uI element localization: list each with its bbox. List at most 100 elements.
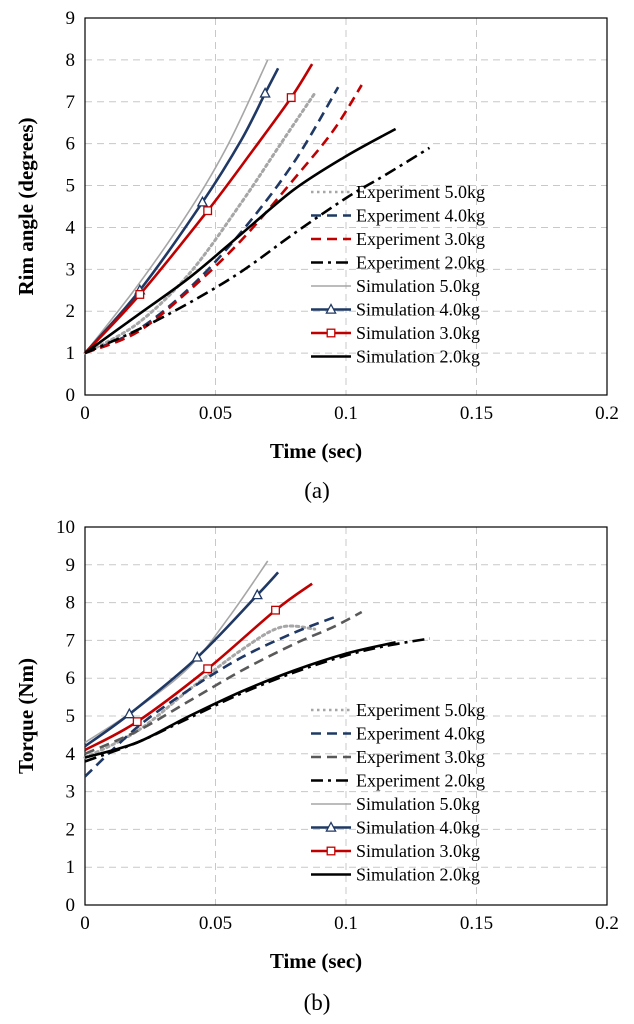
data-point-simulation-3-0kg [203, 664, 213, 674]
series-simulation-4-0kg [84, 67, 280, 354]
legend-item: Simulation 3.0kg [311, 323, 480, 343]
x-tick-label: 0.15 [460, 913, 493, 934]
y-tick-label: 6 [66, 668, 76, 689]
series-line-simulation-5-0kg [84, 59, 269, 354]
y-tick-label: 8 [66, 50, 76, 71]
legend-item: Simulation 5.0kg [311, 276, 480, 296]
x-tick-label: 0.2 [595, 913, 619, 934]
legend-item: Simulation 2.0kg [311, 865, 480, 885]
series-experiment-3-0kg [84, 610, 363, 755]
legend-item: Experiment 5.0kg [311, 700, 485, 720]
legend-label: Experiment 5.0kg [356, 182, 485, 202]
y-tick-label: 2 [66, 819, 76, 840]
y-tick-label: 0 [66, 895, 76, 916]
chart-panel-a: 0 0.05 0.1 0.15 0.2 0 1 2 3 4 5 6 7 8 9 Experiment 5.0… [14, 8, 619, 503]
legend-label: Simulation 5.0kg [356, 794, 480, 814]
y-tick-label: 7 [66, 92, 76, 113]
legend-item: Simulation 4.0kg [311, 818, 480, 838]
x-tick-label: 0 [80, 403, 90, 424]
legend-b: Experiment 5.0kg Experiment 4.0kg Experime… [311, 700, 485, 885]
legend-item: Experiment 2.0kg [311, 771, 485, 791]
legend-label: Simulation 2.0kg [356, 865, 480, 885]
y-tick-label: 3 [66, 259, 76, 280]
data-point-simulation-3-0kg [286, 93, 296, 103]
data-point-simulation-4-0kg [251, 588, 263, 600]
legend-label: Simulation 4.0kg [356, 300, 480, 320]
panel-label-a: (a) [304, 478, 330, 503]
y-tick-label: 0 [66, 385, 76, 406]
series-simulation-3-0kg [84, 582, 313, 752]
legend-label: Simulation 5.0kg [356, 276, 480, 296]
y-tick-label: 7 [66, 630, 76, 651]
series-experiment-4-0kg [84, 614, 339, 778]
legend-item: Simulation 4.0kg [311, 300, 480, 320]
series-line-experiment-4-0kg [84, 614, 339, 778]
x-axis-title-a: Time (sec) [270, 439, 362, 463]
legend-item: Experiment 2.0kg [311, 253, 485, 273]
legend-marker-simulation-4-0kg [325, 821, 337, 832]
legend-label: Experiment 2.0kg [356, 771, 485, 791]
data-point-simulation-4-0kg [196, 195, 209, 207]
series-line-experiment-5-0kg [83, 91, 317, 355]
plot-frame-a [84, 17, 608, 396]
legend-label: Experiment 4.0kg [356, 724, 485, 744]
legend-item: Experiment 4.0kg [311, 724, 485, 744]
legend-item: Simulation 2.0kg [311, 347, 480, 367]
series-line-experiment-5-0kg [83, 624, 317, 760]
y-tick-label: 6 [66, 134, 76, 155]
series-simulation-4-0kg [84, 571, 280, 748]
series-line-simulation-2-0kg [84, 127, 397, 355]
series-line-simulation-4-0kg [84, 67, 280, 354]
legend-marker-simulation-3-0kg [326, 328, 336, 338]
y-tick-label: 5 [66, 706, 76, 727]
series-a [83, 59, 431, 355]
series-line-simulation-2-0kg [84, 641, 396, 759]
y-tick-label: 9 [66, 8, 76, 29]
series-experiment-5-0kg [83, 624, 317, 760]
y-tick-label: 1 [66, 343, 76, 364]
ticks-a: 0 0.05 0.1 0.15 0.2 0 1 2 3 4 5 6 7 8 9 [66, 8, 619, 424]
x-axis-title-b: Time (sec) [270, 949, 362, 973]
legend-marker-simulation-3-0kg [326, 846, 336, 856]
legend-label: Experiment 4.0kg [356, 206, 485, 226]
plot-frame-b [84, 526, 608, 906]
legend-item: Simulation 5.0kg [311, 794, 480, 814]
legend-item: Experiment 4.0kg [311, 206, 485, 226]
panel-label-b: (b) [304, 990, 331, 1015]
legend-item: Experiment 5.0kg [311, 182, 485, 202]
series-experiment-3-0kg [84, 84, 363, 355]
y-axis-title-b: Torque (Nm) [14, 658, 38, 774]
y-tick-label: 4 [66, 217, 76, 238]
x-tick-label: 0.05 [199, 403, 232, 424]
legend-label: Simulation 3.0kg [356, 323, 480, 343]
ticks-b: 0 0.05 0.1 0.15 0.2 0 1 2 3 4 5 6 7 8 9 10 [56, 517, 619, 934]
legend-label: Experiment 2.0kg [356, 253, 485, 273]
y-tick-label: 2 [66, 301, 76, 322]
series-simulation-2-0kg [84, 641, 396, 759]
legend-label: Experiment 3.0kg [356, 229, 485, 249]
series-line-experiment-2-0kg [84, 146, 431, 355]
legend-item: Experiment 3.0kg [311, 747, 485, 767]
y-tick-label: 1 [66, 857, 76, 878]
series-line-experiment-3-0kg [84, 610, 363, 755]
x-tick-label: 0.2 [595, 403, 619, 424]
data-point-simulation-4-0kg [191, 651, 203, 662]
legend-label: Experiment 5.0kg [356, 700, 485, 720]
series-b [83, 560, 430, 778]
chart-panel-b: 0 0.05 0.1 0.15 0.2 0 1 2 3 4 5 6 7 8 9 10 Experiment 5… [14, 517, 619, 1015]
data-point-simulation-3-0kg [271, 605, 280, 615]
legend-marker-simulation-4-0kg [325, 303, 337, 314]
legend-label: Simulation 2.0kg [356, 347, 480, 367]
legend-item: Simulation 3.0kg [311, 841, 480, 861]
y-axis-title-a: Rim angle (degrees) [14, 117, 38, 295]
data-point-simulation-3-0kg [203, 206, 213, 216]
y-tick-label: 4 [66, 744, 76, 765]
series-experiment-5-0kg [83, 91, 317, 355]
data-point-simulation-3-0kg [132, 717, 142, 727]
series-simulation-2-0kg [84, 127, 397, 355]
series-line-experiment-3-0kg [84, 84, 363, 355]
y-tick-label: 9 [66, 555, 76, 576]
x-tick-label: 0.05 [199, 913, 232, 934]
series-simulation-3-0kg [84, 63, 314, 354]
